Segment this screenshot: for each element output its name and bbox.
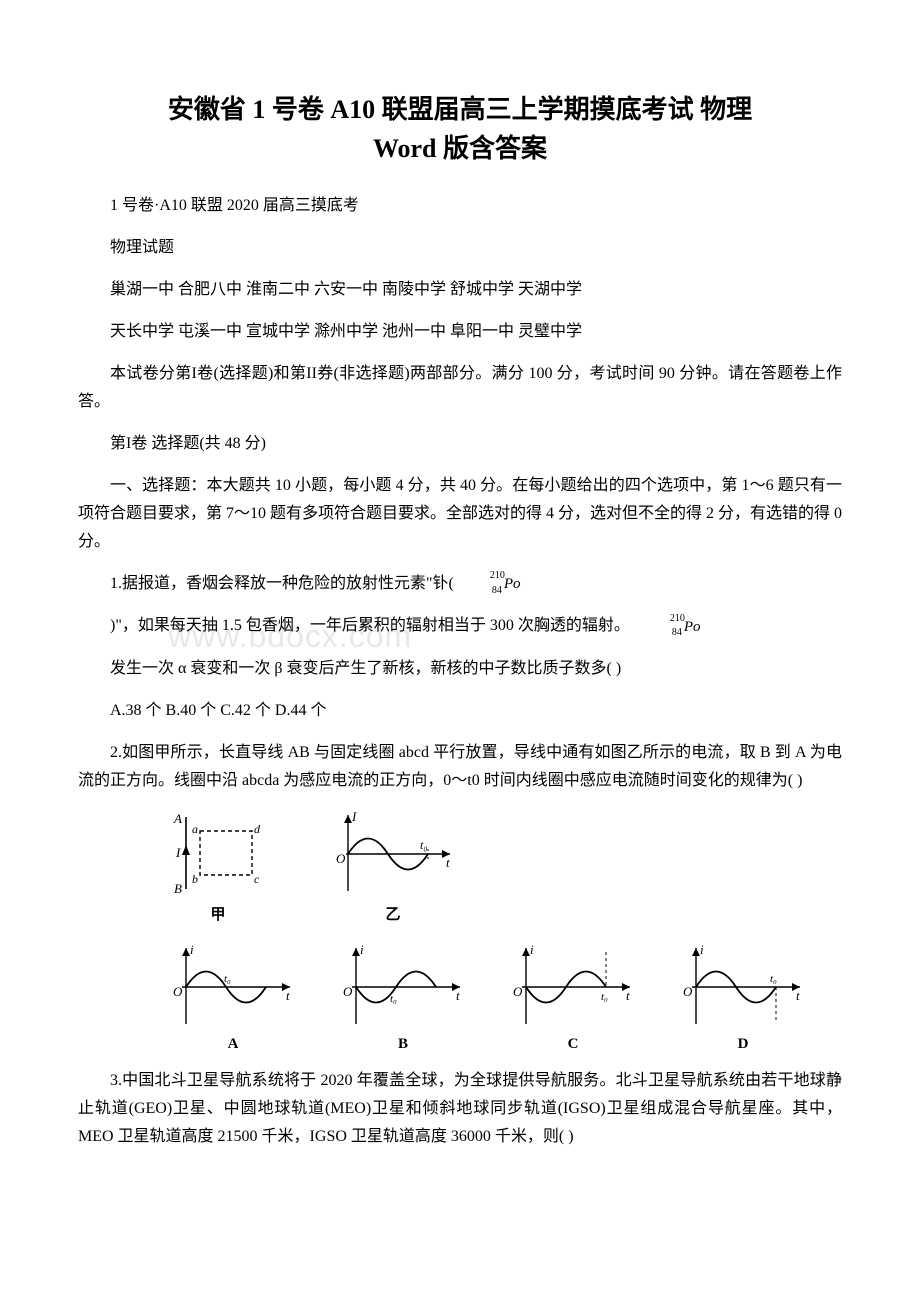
po-formula-1: 210 84 Po	[472, 570, 521, 598]
figlabel-jia: 甲	[210, 903, 225, 924]
figure-option-a: O i t t₀ A	[168, 942, 298, 1053]
figure-yi: O I t t₀ 乙	[328, 809, 458, 924]
po-formula-2: 210 84 Po	[652, 613, 701, 641]
svg-text:i: i	[360, 942, 364, 957]
section-1-instructions: 一、选择题：本大题共 10 小题，每小题 4 分，共 40 分。在每小题给出的四…	[78, 472, 842, 556]
question-1-line-3: 发生一次 α 衰变和一次 β 衰变后产生了新核，新核的中子数比质子数多( )	[78, 655, 842, 683]
svg-text:t₀: t₀	[390, 993, 397, 1005]
exam-header: 1 号卷·A10 联盟 2020 届高三摸底考	[78, 192, 842, 220]
q1-text-a: 1.据报道，香烟会释放一种危险的放射性元素"钋(	[110, 575, 454, 592]
svg-text:b: b	[192, 872, 198, 886]
subject-title: 物理试题	[78, 234, 842, 262]
svg-text:I: I	[175, 845, 181, 860]
figure-jia: A B I a d b c 甲	[168, 809, 268, 924]
title-line-2: Word 版含答案	[373, 134, 547, 163]
svg-text:B: B	[174, 881, 182, 896]
svg-text:i: i	[190, 942, 194, 957]
q1-text-b: )"，如果每天抽 1.5 包香烟，一年后累积的辐射相当于 300 次胸透的辐射。	[110, 617, 630, 634]
element-symbol: Po	[504, 576, 521, 592]
svg-text:t₀: t₀	[420, 838, 428, 852]
instructions: 本试卷分第I卷(选择题)和第II券(非选择题)两部部分。满分 100 分，考试时…	[78, 360, 842, 416]
doc-title: 安徽省 1 号卷 A10 联盟届高三上学期摸底考试 物理 Word 版含答案	[78, 90, 842, 168]
figure-row-2: O i t t₀ A O i t	[168, 942, 842, 1053]
figlabel-a: A	[228, 1036, 239, 1053]
svg-text:A: A	[173, 811, 182, 826]
svg-text:t₀: t₀	[224, 973, 231, 985]
figure-option-c: O i t t₀ C	[508, 942, 638, 1053]
question-2: 2.如图甲所示，长直导线 AB 与固定线圈 abcd 平行放置，导线中通有如图乙…	[78, 739, 842, 795]
option-b-graph: O i t t₀	[338, 942, 468, 1032]
figlabel-yi: 乙	[385, 903, 400, 924]
svg-text:t₀: t₀	[601, 991, 608, 1003]
svg-text:I: I	[351, 809, 357, 824]
svg-text:a: a	[192, 822, 198, 836]
schools-row-2: 天长中学 屯溪一中 宣城中学 滁州中学 池州一中 阜阳一中 灵璧中学	[78, 318, 842, 346]
svg-text:t₀: t₀	[770, 973, 777, 985]
svg-text:c: c	[254, 872, 260, 886]
document-page: 安徽省 1 号卷 A10 联盟届高三上学期摸底考试 物理 Word 版含答案 1…	[0, 0, 920, 1205]
svg-text:i: i	[530, 942, 534, 957]
figlabel-c: C	[568, 1036, 579, 1053]
figure-row-1: A B I a d b c 甲	[168, 809, 842, 924]
source-current-graph: O I t t₀	[328, 809, 458, 899]
option-a-graph: O i t t₀	[168, 942, 298, 1032]
question-2-figures: A B I a d b c 甲	[168, 809, 842, 1053]
svg-text:O: O	[336, 851, 346, 866]
atomic-number-2: 84	[640, 624, 682, 642]
figlabel-d: D	[738, 1036, 749, 1053]
figure-option-b: O i t t₀ B	[338, 942, 468, 1053]
atomic-number: 84	[460, 582, 502, 600]
option-c-graph: O i t t₀	[508, 942, 638, 1032]
svg-text:O: O	[683, 984, 693, 999]
schools-row-1: 巢湖一中 合肥八中 淮南二中 六安一中 南陵中学 舒城中学 天湖中学	[78, 276, 842, 304]
svg-text:t: t	[796, 988, 800, 1003]
svg-text:t: t	[626, 988, 630, 1003]
question-1-options: A.38 个 B.40 个 C.42 个 D.44 个	[78, 697, 842, 725]
question-1-line-2: )"，如果每天抽 1.5 包香烟，一年后累积的辐射相当于 300 次胸透的辐射。…	[78, 612, 842, 640]
svg-text:i: i	[700, 942, 704, 957]
element-symbol-2: Po	[684, 619, 701, 635]
figure-option-d: O i t t₀ D	[678, 942, 808, 1053]
watermark-row: www.bdocx.com )"，如果每天抽 1.5 包香烟，一年后累积的辐射相…	[78, 612, 842, 640]
question-3: 3.中国北斗卫星导航系统将于 2020 年覆盖全球，为全球提供导航服务。北斗卫星…	[78, 1067, 842, 1151]
question-1-line-1: 1.据报道，香烟会释放一种危险的放射性元素"钋( 210 84 Po	[78, 570, 842, 598]
option-d-graph: O i t t₀	[678, 942, 808, 1032]
svg-text:t: t	[286, 988, 290, 1003]
figlabel-b: B	[398, 1036, 408, 1053]
svg-text:O: O	[343, 984, 353, 999]
svg-text:d: d	[254, 822, 261, 836]
title-line-1: 安徽省 1 号卷 A10 联盟届高三上学期摸底考试 物理	[168, 95, 752, 124]
svg-text:t: t	[446, 855, 450, 870]
svg-text:O: O	[513, 984, 523, 999]
svg-text:O: O	[173, 984, 183, 999]
svg-text:t: t	[456, 988, 460, 1003]
circuit-diagram: A B I a d b c	[168, 809, 268, 899]
section-1-header: 第I卷 选择题(共 48 分)	[78, 430, 842, 458]
